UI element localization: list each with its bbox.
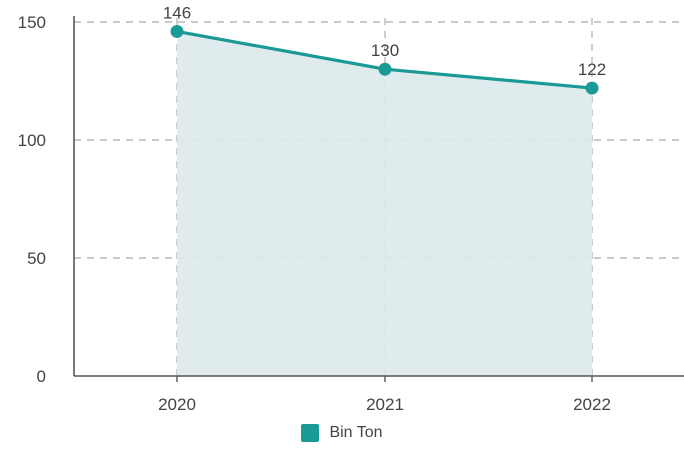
data-label: 130 [371, 41, 399, 60]
y-tick-label: 100 [18, 131, 46, 150]
data-point [378, 62, 392, 76]
data-point [170, 24, 184, 38]
data-label: 122 [578, 60, 606, 79]
x-tick-label: 2021 [366, 395, 404, 410]
legend-label: Bin Ton [329, 424, 383, 441]
x-tick-label: 2022 [573, 395, 611, 410]
x-tick-label: 2020 [158, 395, 196, 410]
area-layer [177, 31, 592, 376]
axes [73, 16, 684, 382]
y-tick-label: 150 [18, 13, 46, 32]
legend-swatch [301, 424, 320, 442]
data-label: 146 [163, 3, 191, 22]
data-points [170, 24, 599, 95]
labels: 0 50 100 150 2020 2021 2022 146 130 122 [18, 3, 611, 410]
data-point [585, 81, 599, 95]
legend: Bin Ton [0, 424, 684, 442]
area-chart: 0 50 100 150 2020 2021 2022 146 130 122 [18, 3, 684, 410]
y-tick-label: 0 [37, 367, 46, 386]
area-fill [177, 31, 592, 376]
y-tick-label: 50 [27, 249, 46, 268]
